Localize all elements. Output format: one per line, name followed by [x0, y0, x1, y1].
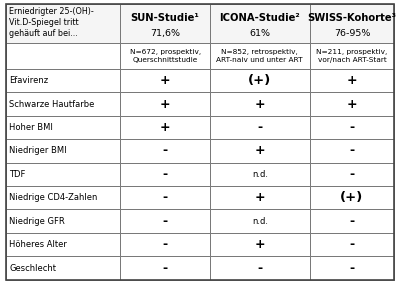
Text: Niedrige GFR: Niedrige GFR: [9, 217, 65, 226]
Text: Hoher BMI: Hoher BMI: [9, 123, 53, 132]
Bar: [210, 116, 310, 139]
Bar: [210, 256, 310, 280]
Bar: [120, 92, 210, 116]
Bar: [6, 4, 120, 43]
Text: SUN-Studie¹: SUN-Studie¹: [131, 13, 200, 23]
Bar: [210, 4, 310, 43]
Text: N=852, retrospektiv,
ART-naiv und unter ART: N=852, retrospektiv, ART-naiv und unter …: [216, 49, 303, 62]
Bar: [310, 4, 394, 43]
Bar: [310, 92, 394, 116]
Bar: [120, 233, 210, 256]
Bar: [6, 69, 120, 92]
Text: 71,6%: 71,6%: [150, 29, 180, 38]
Bar: [210, 92, 310, 116]
Text: Niedrige CD4-Zahlen: Niedrige CD4-Zahlen: [9, 193, 98, 202]
Text: +: +: [254, 98, 265, 111]
Bar: [6, 139, 120, 163]
Bar: [6, 186, 120, 210]
Text: -: -: [349, 121, 354, 134]
Bar: [6, 163, 120, 186]
Text: ICONA-Studie²: ICONA-Studie²: [219, 13, 300, 23]
Bar: [6, 256, 120, 280]
Text: Erniedrigter 25-(OH)-
Vit.D-Spiegel tritt
gehäuft auf bei...: Erniedrigter 25-(OH)- Vit.D-Spiegel trit…: [9, 7, 94, 38]
Text: -: -: [162, 145, 168, 157]
Bar: [310, 43, 394, 69]
Bar: [120, 210, 210, 233]
Text: 76-95%: 76-95%: [334, 29, 370, 38]
Text: -: -: [162, 168, 168, 181]
Bar: [120, 163, 210, 186]
Text: +: +: [346, 98, 357, 111]
Bar: [6, 233, 120, 256]
Bar: [210, 139, 310, 163]
Text: TDF: TDF: [9, 170, 26, 179]
Bar: [120, 4, 210, 43]
Bar: [210, 186, 310, 210]
Text: +: +: [346, 74, 357, 87]
Text: -: -: [162, 191, 168, 204]
Bar: [6, 43, 120, 69]
Bar: [310, 69, 394, 92]
Bar: [310, 210, 394, 233]
Bar: [310, 139, 394, 163]
Bar: [310, 163, 394, 186]
Text: N=211, prospektiv,
vor/nach ART-Start: N=211, prospektiv, vor/nach ART-Start: [316, 49, 388, 62]
Text: Niedriger BMI: Niedriger BMI: [9, 147, 67, 155]
Text: -: -: [349, 215, 354, 228]
Text: -: -: [257, 121, 262, 134]
Text: -: -: [349, 238, 354, 251]
Text: -: -: [162, 238, 168, 251]
Text: -: -: [257, 262, 262, 275]
Bar: [120, 186, 210, 210]
Text: +: +: [160, 74, 170, 87]
Bar: [120, 116, 210, 139]
Text: -: -: [349, 145, 354, 157]
Text: (+): (+): [248, 74, 271, 87]
Bar: [210, 69, 310, 92]
Bar: [210, 210, 310, 233]
Bar: [210, 43, 310, 69]
Bar: [120, 69, 210, 92]
Text: n.d.: n.d.: [252, 170, 268, 179]
Bar: [310, 256, 394, 280]
Text: -: -: [349, 168, 354, 181]
Text: N=672, prospektiv,
Querschnittstudie: N=672, prospektiv, Querschnittstudie: [130, 49, 201, 62]
Text: +: +: [160, 121, 170, 134]
Text: +: +: [254, 238, 265, 251]
Bar: [120, 43, 210, 69]
Bar: [310, 116, 394, 139]
Text: n.d.: n.d.: [252, 217, 268, 226]
Bar: [210, 233, 310, 256]
Bar: [120, 256, 210, 280]
Text: (+): (+): [340, 191, 364, 204]
Text: Schwarze Hautfarbe: Schwarze Hautfarbe: [9, 100, 94, 109]
Bar: [120, 139, 210, 163]
Text: +: +: [254, 191, 265, 204]
Text: +: +: [254, 145, 265, 157]
Text: +: +: [160, 98, 170, 111]
Bar: [6, 92, 120, 116]
Text: -: -: [162, 262, 168, 275]
Text: Efavirenz: Efavirenz: [9, 76, 48, 85]
Text: Höheres Alter: Höheres Alter: [9, 240, 67, 249]
Bar: [310, 186, 394, 210]
Text: 61%: 61%: [249, 29, 270, 38]
Bar: [310, 233, 394, 256]
Bar: [6, 210, 120, 233]
Text: -: -: [349, 262, 354, 275]
Text: -: -: [162, 215, 168, 228]
Text: Geschlecht: Geschlecht: [9, 264, 56, 273]
Text: SWISS-Kohorte³: SWISS-Kohorte³: [308, 13, 396, 23]
Bar: [6, 116, 120, 139]
Bar: [210, 163, 310, 186]
